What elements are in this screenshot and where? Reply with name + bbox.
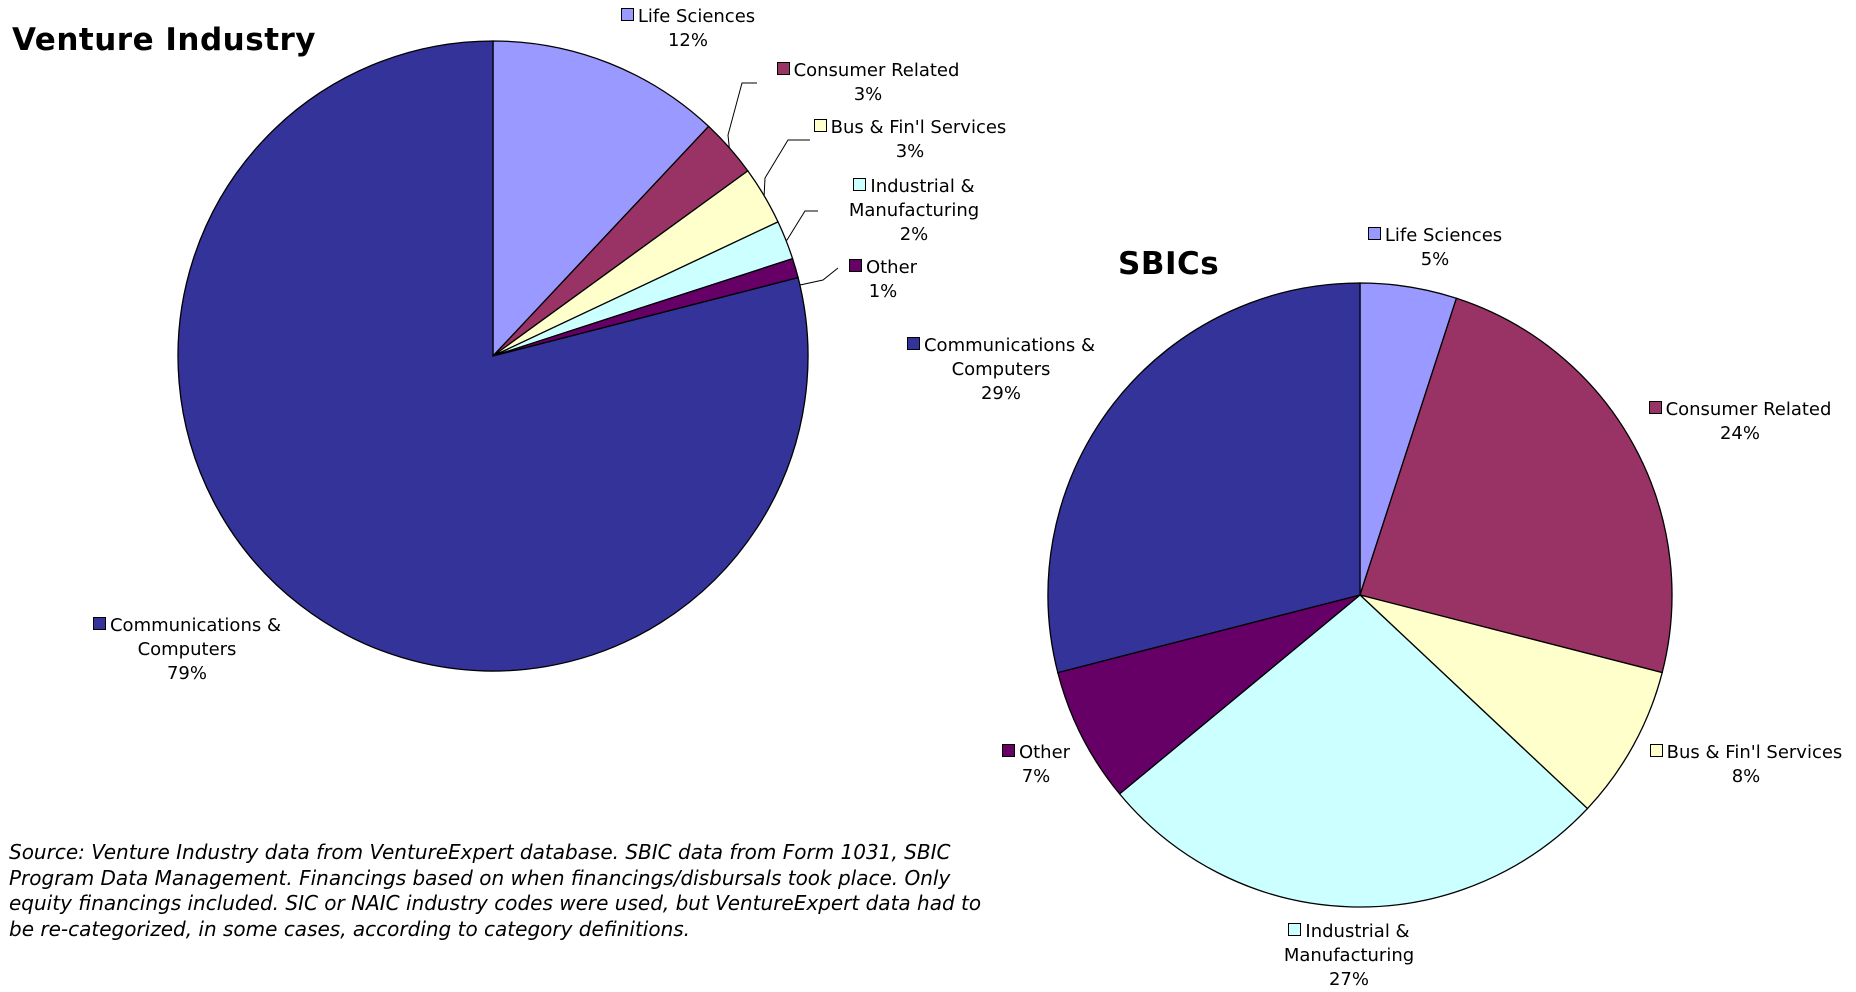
pie-slice [1047, 282, 1361, 674]
pie-slice [1118, 594, 1589, 908]
pie-slice [1057, 594, 1361, 795]
category-label: Industrial & Manufacturing [1283, 921, 1415, 966]
chart-title: SBICs [1118, 246, 1220, 282]
pie-slice [1359, 594, 1663, 810]
category-label: Consumer Related [1665, 399, 1832, 420]
pie-slice [177, 40, 809, 672]
pie-slice [492, 40, 710, 358]
slice-label: Communications & Computers 29% [891, 334, 1111, 406]
category-label: Industrial & Manufacturing [848, 176, 980, 221]
slice-label: Bus & Fin'l Services 3% [800, 116, 1020, 164]
value-label: 5% [1420, 249, 1450, 270]
slice-label: Communications & Computers 79% [77, 614, 297, 686]
legend-swatch [1648, 401, 1662, 414]
category-label: Life Sciences [1384, 225, 1503, 246]
leader-line [795, 267, 839, 286]
slice-label: Life Sciences 5% [1325, 224, 1545, 272]
source-note: Source: Venture Industry data from Ventu… [9, 840, 982, 941]
category-label: Bus & Fin'l Services [830, 117, 1007, 138]
value-label: 1% [868, 281, 898, 302]
legend-swatch [620, 8, 634, 21]
category-label: Communications & Computers [923, 335, 1095, 380]
category-label: Bus & Fin'l Services [1666, 742, 1843, 763]
slice-label: Industrial & Manufacturing 27% [1239, 920, 1459, 992]
leader-line [785, 210, 818, 241]
legend-swatch [813, 119, 827, 132]
category-label: Other [1018, 742, 1071, 763]
legend-swatch [1367, 227, 1381, 240]
slice-label: Consumer Related 3% [758, 59, 978, 107]
leader-line [727, 82, 757, 148]
category-label: Other [865, 257, 918, 278]
legend-swatch [906, 337, 920, 350]
value-label: 24% [1719, 423, 1760, 444]
slice-label: Consumer Related 24% [1630, 398, 1850, 446]
value-label: 3% [895, 141, 925, 162]
pie-slice [1359, 297, 1673, 674]
legend-swatch [1001, 744, 1015, 757]
value-label: 3% [853, 84, 883, 105]
legend-swatch [848, 259, 862, 272]
slice-label: Other 7% [926, 741, 1146, 789]
value-label: 12% [667, 30, 708, 51]
value-label: 27% [1328, 969, 1369, 990]
legend-swatch [776, 62, 790, 75]
value-label: 29% [980, 383, 1021, 404]
slice-label: Other 1% [773, 256, 993, 304]
leader-line [763, 139, 810, 196]
slice-label: Life Sciences 12% [578, 5, 798, 53]
category-label: Consumer Related [793, 60, 960, 81]
category-label: Life Sciences [637, 6, 756, 27]
value-label: 7% [1021, 766, 1051, 787]
legend-swatch [1288, 923, 1302, 936]
chart-title: Venture Industry [12, 22, 317, 58]
value-label: 2% [899, 224, 929, 245]
legend-swatch [853, 178, 867, 191]
value-label: 79% [166, 663, 207, 684]
slice-label: Bus & Fin'l Services 8% [1636, 741, 1856, 789]
legend-swatch [92, 617, 106, 630]
category-label: Communications & Computers [109, 615, 281, 660]
slice-label: Industrial & Manufacturing 2% [804, 175, 1024, 247]
legend-swatch [1649, 744, 1663, 757]
value-label: 8% [1731, 766, 1761, 787]
